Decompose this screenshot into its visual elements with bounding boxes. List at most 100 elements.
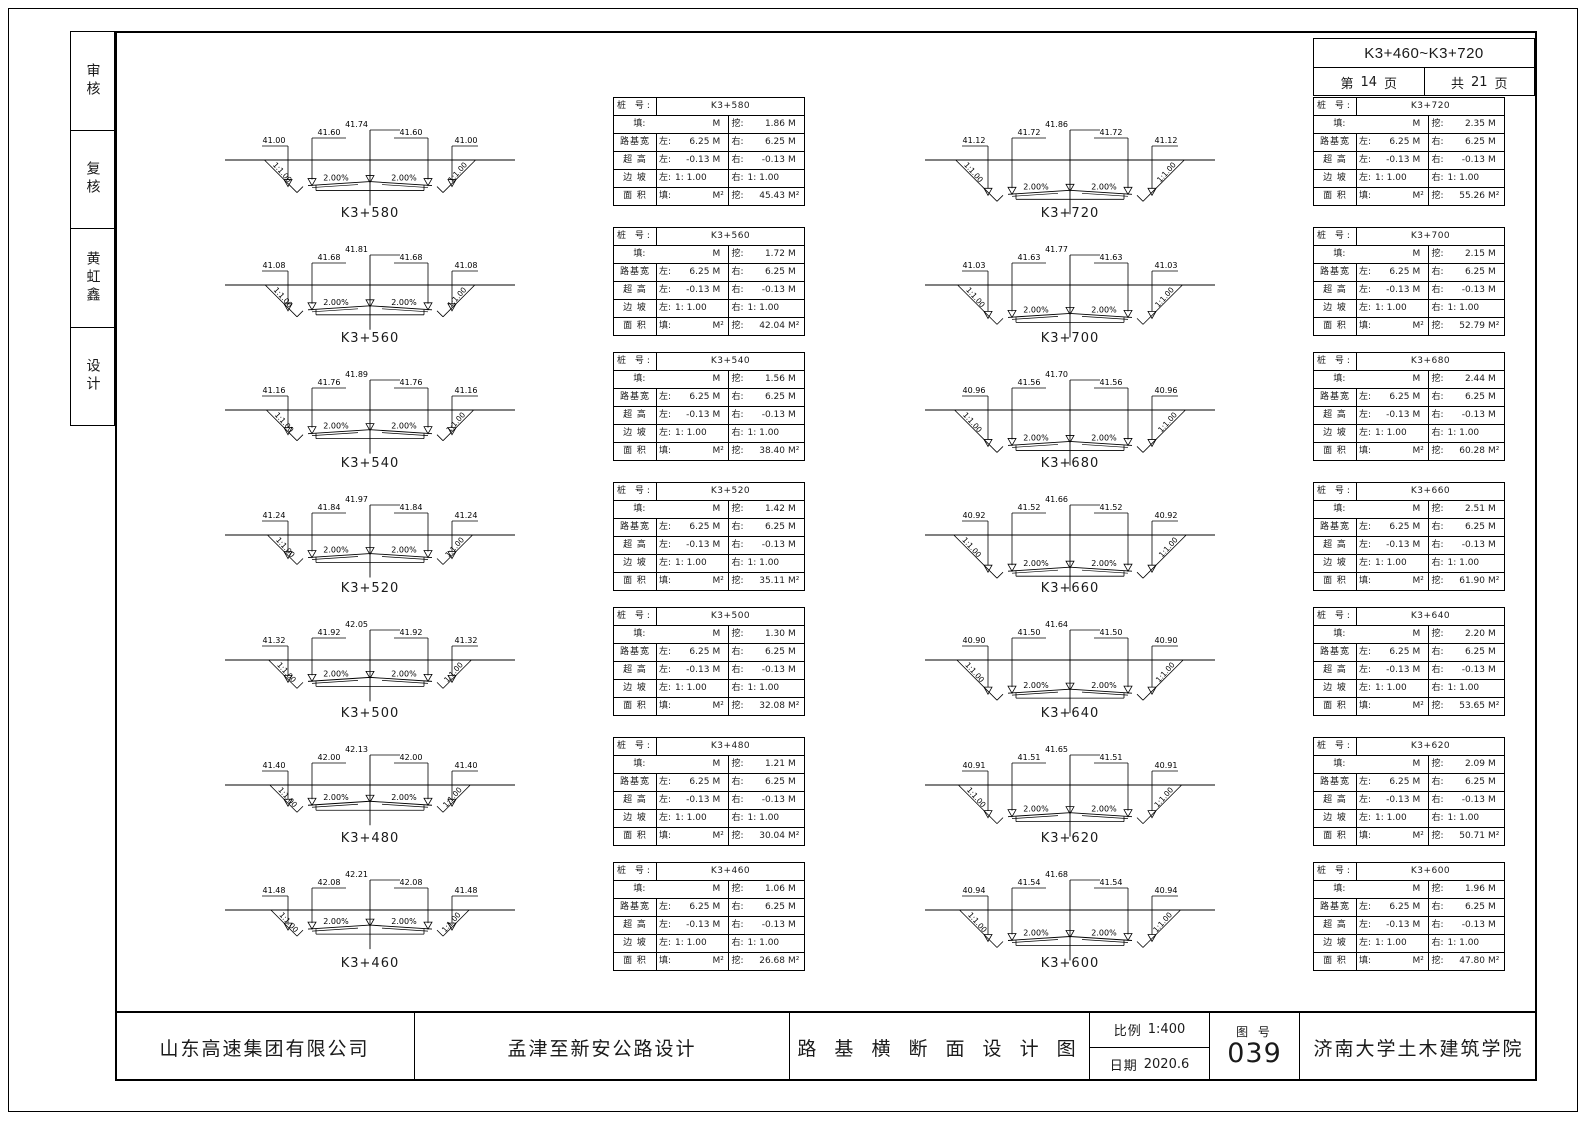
svg-text:42.21: 42.21 (345, 870, 368, 879)
cross-section-station-label: K3+520 (340, 581, 400, 596)
table-row-superelevation: 超 高左: -0.13 M 右: -0.13 M (1313, 406, 1505, 425)
area-label: 面 积 (613, 697, 657, 716)
table-row-area: 面 积填: M² 挖: 26.68 M² (613, 952, 805, 971)
side-slope-right: 右: 1: 1.00 (1428, 809, 1505, 828)
table-row-side-slope: 边 坡左: 1: 1.00 右: 1: 1.00 (613, 679, 805, 698)
svg-text:1:1.00: 1:1.00 (274, 535, 297, 559)
svg-text:41.74: 41.74 (345, 120, 368, 129)
table-row-area: 面 积填: M² 挖: 30.04 M² (613, 827, 805, 846)
subgrade-width-label: 路基宽 (613, 518, 657, 537)
area-label: 面 积 (1313, 572, 1357, 591)
table-row-station: 桩 号: K3+600 (1313, 862, 1505, 881)
cross-section-diagram: 41.12 41.12 41.72 41.72 41.86 2.00% 2.00% 1:1.0… (925, 118, 1215, 223)
superelevation-label: 超 高 (613, 916, 657, 935)
svg-text:1:1.00: 1:1.00 (965, 785, 988, 809)
cross-section-station-label: K3+620 (1040, 831, 1100, 846)
side-slope-left: 左: 1: 1.00 (655, 424, 730, 443)
svg-text:2.00%: 2.00% (1091, 433, 1117, 442)
side-slope-right: 右: 1: 1.00 (728, 424, 805, 443)
signature-cell-review: 审核 (71, 32, 114, 131)
superelevation-label: 超 高 (613, 791, 657, 810)
area-label: 面 积 (1313, 827, 1357, 846)
page-number-row: 第 14 页 共 21 页 (1314, 68, 1534, 96)
cross-section-station-label: K3+500 (340, 706, 400, 721)
station-label: 桩 号: (1313, 862, 1357, 881)
svg-text:2.00%: 2.00% (391, 298, 417, 307)
subgrade-width-left: 左: 6.25 M (1355, 518, 1430, 537)
svg-text:41.00: 41.00 (455, 136, 478, 145)
table-row-side-slope: 边 坡左: 1: 1.00 右: 1: 1.00 (613, 299, 805, 318)
superelevation-right: 右: -0.13 M (1428, 661, 1505, 680)
svg-text:41.77: 41.77 (1045, 245, 1068, 254)
area-fill: 填: M² (1355, 442, 1430, 461)
cut-cell: 挖: 1.42 M (728, 500, 805, 519)
svg-text:41.92: 41.92 (400, 628, 423, 637)
subgrade-width-right: 右: 6.25 M (1428, 773, 1505, 792)
table-row-area: 面 积填: M² 挖: 35.11 M² (613, 572, 805, 591)
side-slope-left: 左: 1: 1.00 (655, 679, 730, 698)
svg-text:41.84: 41.84 (400, 503, 423, 512)
cross-section-data-table: 桩 号: K3+460 填: M 挖: 1.06 M 路基宽 左: 6.25 M 右: 6.25 M 超 高… (612, 862, 805, 971)
table-row-superelevation: 超 高左: -0.13 M 右: -0.13 M (613, 406, 805, 425)
svg-text:2.00%: 2.00% (391, 174, 417, 183)
cut-cell: 挖: 1.56 M (728, 370, 805, 389)
svg-text:2.00%: 2.00% (323, 422, 349, 431)
area-cut: 挖: 32.08 M² (728, 697, 805, 716)
subgrade-width-label: 路基宽 (613, 263, 657, 282)
svg-text:2.00%: 2.00% (1023, 182, 1049, 191)
subgrade-width-label: 路基宽 (613, 773, 657, 792)
side-slope-left: 左: 1: 1.00 (655, 299, 730, 318)
svg-text:41.66: 41.66 (1045, 495, 1068, 504)
fill-cell: 填: M (612, 755, 730, 774)
fill-cell: 填: M (612, 500, 730, 519)
table-row-side-slope: 边 坡左: 1: 1.00 右: 1: 1.00 (1313, 934, 1505, 953)
subgrade-width-left: 左: 6.25 M (655, 898, 730, 917)
station-label: 桩 号: (1313, 737, 1357, 756)
area-cut: 挖: 38.40 M² (728, 442, 805, 461)
side-slope-label: 边 坡 (1313, 934, 1357, 953)
table-row-station: 桩 号: K3+480 (613, 737, 805, 756)
table-row-subgrade-width: 路基宽 左: 6.25 M 右: 6.25 M (1313, 133, 1505, 152)
svg-text:1:1.00: 1:1.00 (444, 410, 467, 434)
fill-cell: 填: M (612, 625, 730, 644)
subgrade-width-left: 左: 6.25 M (655, 388, 730, 407)
subgrade-width-label: 路基宽 (613, 643, 657, 662)
table-row-fill-cut: 填: M 挖: 2.20 M (1312, 625, 1505, 644)
side-slope-right: 右: 1: 1.00 (1428, 169, 1505, 188)
area-label: 面 积 (613, 187, 657, 206)
svg-text:1:1.00: 1:1.00 (1156, 410, 1179, 434)
table-row-area: 面 积填: M² 挖: 45.43 M² (613, 187, 805, 206)
svg-text:41.52: 41.52 (1100, 503, 1123, 512)
table-row-side-slope: 边 坡左: 1: 1.00 右: 1: 1.00 (613, 169, 805, 188)
superelevation-left: 左: -0.13 M (1355, 536, 1430, 555)
svg-text:41.72: 41.72 (1018, 128, 1041, 137)
svg-text:41.51: 41.51 (1100, 753, 1123, 762)
svg-text:41.32: 41.32 (455, 636, 478, 645)
svg-text:41.56: 41.56 (1018, 378, 1041, 387)
svg-text:2.00%: 2.00% (1023, 433, 1049, 442)
superelevation-right: 右: -0.13 M (728, 661, 805, 680)
cross-section-diagram: 41.32 41.32 41.92 41.92 42.05 2.00% 2.00% 1:1.0… (225, 618, 515, 723)
svg-text:2.00%: 2.00% (391, 793, 417, 802)
total-unit-label: 页 (1494, 76, 1508, 92)
station-value: K3+520 (656, 482, 805, 501)
area-label: 面 积 (1313, 952, 1357, 971)
side-slope-left: 左: 1: 1.00 (1355, 169, 1430, 188)
subgrade-width-right: 右: 6.25 M (728, 388, 805, 407)
superelevation-left: 左: -0.13 M (655, 281, 730, 300)
svg-text:41.12: 41.12 (963, 136, 986, 145)
area-cut: 挖: 35.11 M² (728, 572, 805, 591)
subgrade-width-right: 右: 6.25 M (1428, 898, 1505, 917)
area-cut: 挖: 45.43 M² (728, 187, 805, 206)
sheet-outer-border (8, 8, 1578, 1112)
superelevation-label: 超 高 (1313, 661, 1357, 680)
svg-text:1:1.00: 1:1.00 (271, 160, 294, 184)
subgrade-width-label: 路基宽 (1313, 898, 1357, 917)
area-fill: 填: M² (1355, 697, 1430, 716)
svg-text:40.91: 40.91 (1155, 761, 1178, 770)
svg-text:41.63: 41.63 (1100, 253, 1123, 262)
table-row-subgrade-width: 路基宽 左: 6.25 M 右: 6.25 M (613, 773, 805, 792)
table-row-fill-cut: 填: M 挖: 1.96 M (1312, 880, 1505, 899)
cross-section-station-label: K3+660 (1040, 581, 1100, 596)
signature-cell-designer-name: 黄虹鑫 (71, 229, 114, 328)
